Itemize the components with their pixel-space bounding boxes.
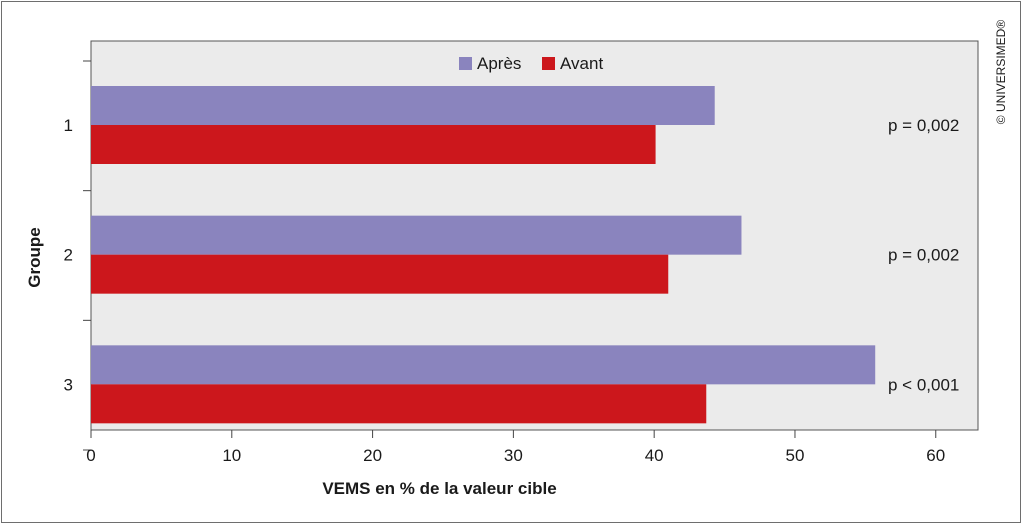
p-value-group-1: p = 0,002 [888, 116, 959, 135]
legend-item-avant-swatch [542, 57, 555, 70]
bar-apres-group-1 [91, 86, 715, 125]
p-value-group-2: p = 0,002 [888, 246, 959, 265]
legend-item-apres-label: Après [477, 54, 521, 73]
x-tick-label-10: 10 [222, 446, 241, 465]
x-tick-label-20: 20 [363, 446, 382, 465]
x-axis-title: VEMS en % de la valeur cible [322, 479, 556, 498]
legend-item-apres-swatch [459, 57, 472, 70]
bar-apres-group-3 [91, 345, 876, 385]
bar-apres-group-2 [91, 215, 742, 255]
y-axis: 1 2 3 [64, 60, 91, 451]
x-tick-label-0: 0 [86, 446, 95, 465]
p-value-group-3: p < 0,001 [888, 375, 959, 394]
x-tick-label-60: 60 [926, 446, 945, 465]
legend-item-avant-label: Avant [560, 54, 603, 73]
bar-avant-group-1 [91, 125, 656, 164]
x-axis: 0 10 20 30 40 50 60 [86, 430, 945, 465]
x-tick-label-50: 50 [786, 446, 805, 465]
copyright-text: © UNIVERSIMED® [994, 20, 1008, 125]
bars-group [91, 86, 876, 424]
y-tick-label-2: 2 [64, 246, 73, 265]
x-tick-label-40: 40 [645, 446, 664, 465]
y-axis-title: Groupe [25, 227, 44, 287]
legend: Après Avant [459, 54, 603, 73]
p-value-annotations: p = 0,002 p = 0,002 p < 0,001 [888, 116, 959, 394]
bar-avant-group-3 [91, 384, 707, 424]
x-tick-label-30: 30 [504, 446, 523, 465]
y-tick-label-1: 1 [64, 116, 73, 135]
y-tick-label-3: 3 [64, 375, 73, 394]
bar-avant-group-2 [91, 254, 669, 294]
